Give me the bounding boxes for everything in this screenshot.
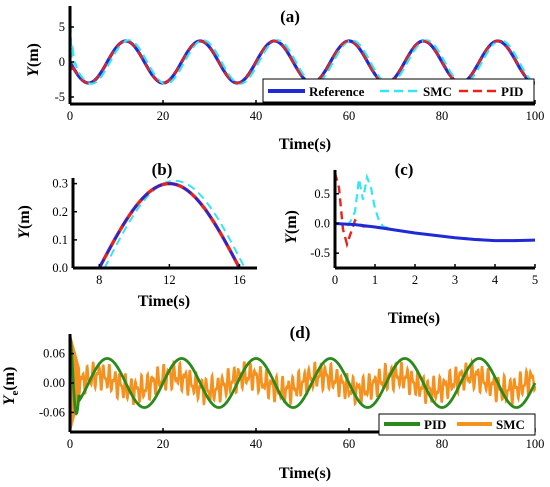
panel-b-x-tick-label: 8 [96, 273, 102, 287]
series-reference-line [98, 182, 241, 269]
panel-b-ylabel: Y(m) [16, 205, 33, 239]
panel-d-y-tick-label: 0.00 [43, 376, 65, 390]
series-pid-line [97, 181, 241, 269]
panel-a-x-tick-label: 20 [157, 109, 170, 123]
panel-d-x-tick-label: 60 [343, 437, 356, 451]
panel-d-x-tick-label: 0 [67, 437, 73, 451]
panel-a-ylabel: Y(m) [25, 43, 42, 77]
panel-c-ylabel: Y(m) [283, 210, 300, 244]
panel-c-x-tick-label: 5 [532, 273, 538, 287]
legend-pid-label: PID [501, 84, 523, 99]
panel-a-xlabel: Time(s) [279, 136, 331, 153]
panel-c-title: (c) [395, 160, 414, 179]
legend-pid-error-label: PID [424, 417, 446, 432]
panel-c-x-tick-label: 0 [332, 273, 338, 287]
panel-d-title: (d) [290, 323, 311, 342]
panel-d-y-tick-label: 0.06 [43, 347, 65, 361]
legend-smc-label: SMC [423, 84, 452, 99]
panel-d-y-tick-label: -0.06 [39, 405, 65, 419]
panel-a-y-tick-label: 5 [59, 20, 65, 34]
panel-b-title: (b) [152, 160, 173, 179]
series-pid-error-line [68, 336, 537, 416]
panel-a-x-tick-label: 60 [343, 109, 356, 123]
panel-a-y-tick-label: -5 [55, 90, 65, 104]
panel-d-x-tick-label: 100 [526, 437, 545, 451]
series-pid-line [333, 172, 536, 249]
panel-c-x-tick-label: 1 [372, 273, 378, 287]
panel-b-y-tick-label: 0.0 [52, 261, 68, 275]
panel-c-xlabel: Time(s) [388, 310, 440, 327]
panel-c-y-tick-label: 0.5 [314, 187, 330, 201]
panel-d-x-tick-label: 80 [436, 437, 449, 451]
panel-d-legend: PID SMC [378, 413, 536, 436]
panel-b-x-tick-label: 12 [163, 273, 176, 287]
panel-c: (c) 0 1 2 3 4 5 -0.5 0.0 0.5 Time(s) Y(m) [283, 160, 538, 327]
legend-reference-label: Reference [309, 84, 365, 99]
panel-a-legend: Reference SMC PID [262, 78, 535, 103]
panel-b-y-tick-label: 0.3 [52, 177, 68, 191]
panel-b-xlabel: Time(s) [138, 293, 190, 310]
panel-a: (a) 0 20 40 60 80 100-505 Time(s) Y(m) Refere… [25, 6, 544, 153]
panel-d-xlabel: Time(s) [279, 465, 331, 482]
panel-d-x-tick-label: 40 [250, 437, 263, 451]
legend-smc-error-label: SMC [496, 417, 525, 432]
series-reference-line [68, 39, 536, 85]
panel-a-x-tick-label: 40 [250, 109, 263, 123]
series-smc-line [335, 172, 536, 242]
panel-d-x-tick-label: 20 [157, 437, 170, 451]
panel-c-x-tick-label: 4 [492, 273, 499, 287]
panel-b-y-tick-label: 0.1 [52, 233, 68, 247]
series-smc-line [68, 9, 536, 85]
panel-d: (d) 0 20 40 60 80 100 -0.06 0.00 0.06 Time(s) Ye… [1, 323, 544, 482]
panel-a-title: (a) [280, 7, 300, 26]
panel-d-ylabel: Ye(m) [1, 367, 21, 406]
series-smc-line [103, 179, 246, 269]
panel-c-x-tick-label: 3 [452, 273, 458, 287]
series-reference-line [334, 221, 536, 243]
panel-c-x-tick-label: 2 [412, 273, 418, 287]
series-pid-line [68, 39, 536, 85]
panel-a-x-tick-label: 80 [436, 109, 449, 123]
panel-b-x-tick-label: 16 [233, 273, 246, 287]
panel-a-x-tick-label: 100 [526, 109, 545, 123]
panel-a-y-tick-label: 0 [59, 55, 65, 69]
panel-a-x-tick-label: 0 [67, 109, 73, 123]
panel-c-y-tick-label: -0.5 [310, 246, 330, 260]
panel-c-y-tick-label: 0.0 [314, 216, 330, 230]
panel-b-y-tick-label: 0.2 [52, 205, 68, 219]
panel-b: (b) 8 12 16 0.0 0.1 0.2 0.3 Time(s) Y(m) [16, 160, 257, 310]
